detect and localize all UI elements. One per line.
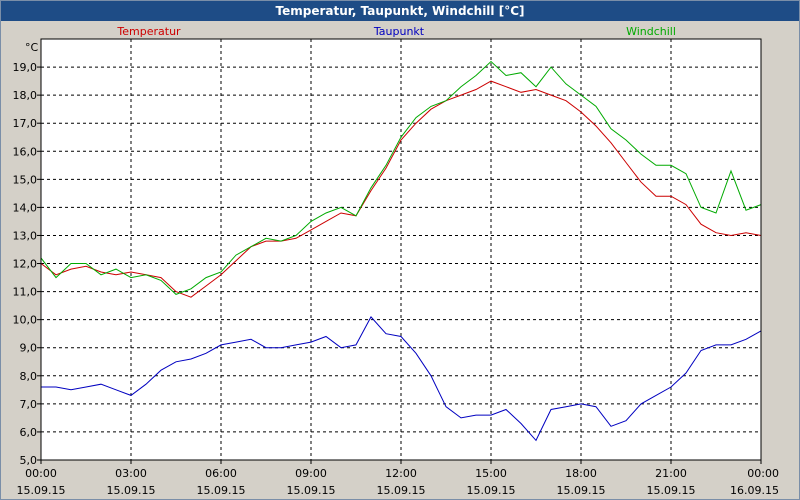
y-tick-label: 10,0 (13, 314, 38, 327)
series-layer (40, 60, 762, 442)
y-tick-label: 6,0 (20, 426, 38, 439)
y-axis: 5,0 6,0 7,0 8,0 9,0 10,0 11,0 12,0 13,0 14,0 15,0 1… (13, 61, 41, 467)
y-tick-label: 19,0 (13, 61, 38, 74)
grid-lines (41, 39, 761, 460)
x-tick-date-label: 15.09.15 (197, 484, 246, 497)
y-tick-label: 18,0 (13, 89, 38, 102)
y-tick-label: 7,0 (20, 398, 38, 411)
x-tick-time-label: 21:00 (655, 467, 687, 480)
x-tick-time-label: 18:00 (565, 467, 597, 480)
series-line-temperatur (40, 80, 762, 298)
series-line-taupunkt (41, 316, 762, 442)
legend: Temperatur Taupunkt Windchill (116, 25, 676, 38)
x-tick-date-label: 15.09.15 (287, 484, 336, 497)
x-tick-date-label: 15.09.15 (647, 484, 696, 497)
y-tick-label: 11,0 (13, 286, 38, 299)
y-tick-label: 13,0 (13, 229, 38, 242)
y-tick-label: 5,0 (20, 454, 38, 467)
x-tick-time-label: 03:00 (115, 467, 147, 480)
x-tick-date-label: 15.09.15 (107, 484, 156, 497)
x-tick-time-label: 12:00 (385, 467, 417, 480)
x-tick-time-label: 06:00 (205, 467, 237, 480)
x-tick-time-label: 15:00 (475, 467, 507, 480)
series-line-windchill (40, 60, 762, 295)
x-tick-date-label: 15.09.15 (377, 484, 426, 497)
x-tick-time-label: 00:00 (747, 467, 779, 480)
legend-entry-taupunkt: Taupunkt (373, 25, 425, 38)
legend-entry-temperatur: Temperatur (116, 25, 181, 38)
x-tick-date-label: 16.09.15 (730, 484, 779, 497)
x-tick-time-label: 09:00 (295, 467, 327, 480)
y-tick-label: 14,0 (13, 201, 38, 214)
temperature-chart: 5,0 6,0 7,0 8,0 9,0 10,0 11,0 12,0 13,0 14,0 15,0 1… (13, 25, 780, 497)
x-tick-date-label: 15.09.15 (557, 484, 606, 497)
x-axis: 00:00 15.09.15 03:00 15.09.15 06:00 15.09.15 0… (17, 460, 779, 497)
y-tick-label: 8,0 (20, 370, 38, 383)
y-tick-label: 16,0 (13, 145, 38, 158)
chart-title: Temperatur, Taupunkt, Windchill [°C] (1, 1, 799, 21)
x-tick-date-label: 15.09.15 (467, 484, 516, 497)
legend-entry-windchill: Windchill (626, 25, 676, 38)
y-tick-label: 15,0 (13, 173, 38, 186)
y-axis-unit: °C (25, 41, 39, 54)
y-tick-label: 17,0 (13, 117, 38, 130)
y-tick-label: 9,0 (20, 342, 38, 355)
x-tick-time-label: 00:00 (25, 467, 57, 480)
y-tick-label: 12,0 (13, 258, 38, 271)
x-tick-date-label: 15.09.15 (17, 484, 66, 497)
